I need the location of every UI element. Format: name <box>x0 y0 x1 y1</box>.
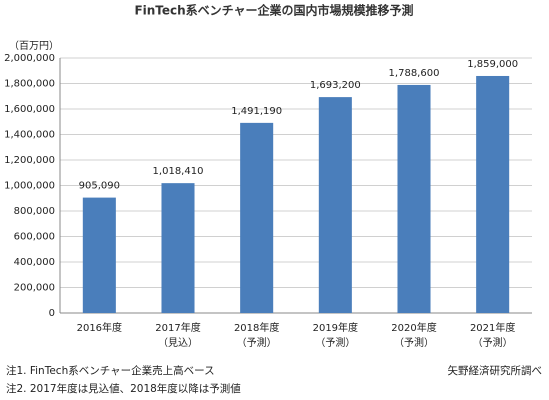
bar <box>161 183 195 313</box>
x-tick-label: 2019年度 <box>313 321 358 334</box>
bar <box>397 84 431 314</box>
y-tick-label: 1,800,000 <box>4 79 55 90</box>
y-tick-label: 200,000 <box>14 283 55 294</box>
y-tick-label: 400,000 <box>14 257 55 268</box>
chart-title: FinTech系ベンチャー企業の国内市場規模推移予測 <box>134 3 413 18</box>
x-tick-label: 2016年度 <box>77 321 122 334</box>
value-label: 1,018,410 <box>153 166 204 177</box>
x-tick-note: （予測） <box>394 336 434 349</box>
bar <box>82 197 116 313</box>
value-label: 1,693,200 <box>310 80 361 91</box>
x-tick-label: 2018年度 <box>234 321 279 334</box>
note: 注1. FinTech系ベンチャー企業売上高ベース <box>6 364 215 377</box>
bar <box>240 122 274 313</box>
y-tick-label: 0 <box>49 308 55 319</box>
x-tick-label: 2020年度 <box>391 321 436 334</box>
y-tick-label: 800,000 <box>14 206 55 217</box>
x-tick-label: 2017年度 <box>155 321 200 334</box>
x-tick-note: （見込） <box>158 337 198 349</box>
y-tick-label: 1,600,000 <box>4 104 55 115</box>
x-tick-note: （予測） <box>473 336 513 349</box>
y-tick-label: 1,400,000 <box>4 130 55 141</box>
y-tick-label: 2,000,000 <box>4 53 55 64</box>
y-tick-label: 1,000,000 <box>4 181 55 192</box>
value-label: 1,788,600 <box>389 68 440 79</box>
x-tick-note: （予測） <box>237 336 277 349</box>
note: 注2. 2017年度は見込値、2018年度以降は予測値 <box>6 382 241 395</box>
y-tick-label: 600,000 <box>14 232 55 243</box>
value-label: 905,090 <box>79 181 120 192</box>
bar <box>476 75 510 313</box>
value-label: 1,859,000 <box>467 59 518 70</box>
bar <box>318 97 352 313</box>
x-tick-label: 2021年度 <box>470 321 515 334</box>
value-label: 1,491,190 <box>231 106 282 117</box>
x-tick-note: （予測） <box>315 336 355 349</box>
y-tick-label: 1,200,000 <box>4 155 55 166</box>
y-unit: （百万円） <box>9 40 59 52</box>
source: 矢野経済研究所調べ <box>448 364 543 377</box>
